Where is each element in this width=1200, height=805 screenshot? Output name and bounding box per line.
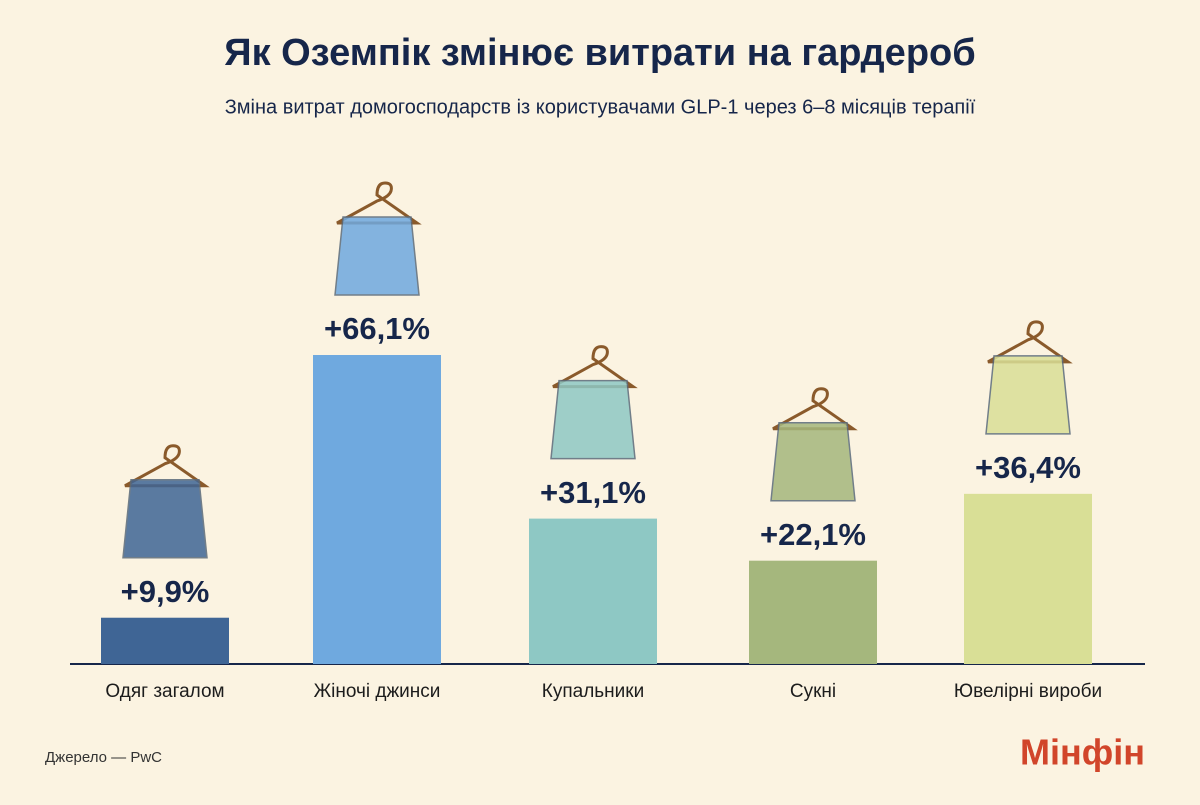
bar [749,560,877,664]
value-label: +66,1% [324,311,430,346]
x-tick-label: Одяг загалом [105,681,224,702]
chart-title: Як Оземпік змінює витрати на гардероб [224,32,975,74]
bar [313,355,441,664]
item-icon [550,345,638,460]
logo: Мінфін [1020,732,1145,773]
garment [985,355,1071,435]
item-icon [122,444,210,559]
value-label: +9,9% [121,574,210,609]
garment [334,216,420,296]
hanger [987,320,1073,364]
garment [550,379,636,460]
value-label: +36,4% [975,450,1081,485]
item-icon [985,320,1073,435]
x-tick-label: Купальники [542,681,644,702]
source: Джерело — PwC [45,749,162,766]
x-tick-label: Сукні [790,681,836,702]
x-tick-label: Жіночі джинси [314,681,441,702]
hanger [552,345,638,389]
value-label: +22,1% [760,517,866,552]
bar [529,518,657,664]
garment [770,421,856,502]
bar [964,493,1092,664]
hanger [336,181,422,225]
item-icon [334,181,422,296]
x-tick-label: Ювелірні вироби [954,681,1102,702]
hanger [772,387,858,431]
value-label: +31,1% [540,475,646,510]
garment [122,478,208,559]
item-icon [770,387,858,502]
chart-subtitle: Зміна витрат домогосподарств із користув… [225,96,976,118]
bar [101,617,229,664]
hanger [124,444,210,488]
